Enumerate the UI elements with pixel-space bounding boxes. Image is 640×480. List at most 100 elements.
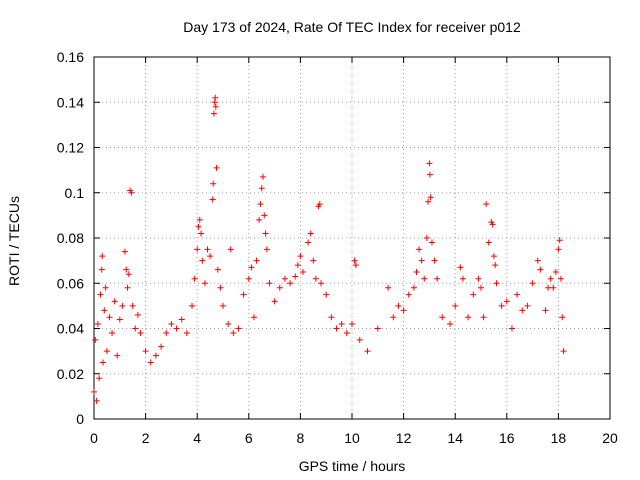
data-point [204, 246, 211, 253]
data-point [423, 235, 430, 241]
data-point [400, 307, 407, 314]
data-point [217, 284, 224, 291]
data-point [99, 253, 106, 260]
data-point [457, 264, 464, 271]
x-tick-label: 20 [602, 430, 618, 446]
data-point [128, 189, 135, 196]
data-point [253, 257, 260, 264]
data-point [266, 280, 273, 287]
x-tick-label: 12 [396, 430, 412, 446]
y-axis-label: ROTI / TECUs [6, 196, 22, 286]
data-point [103, 348, 110, 355]
data-point [560, 348, 567, 355]
data-point [114, 352, 121, 359]
data-point [258, 185, 265, 192]
data-point [434, 275, 441, 282]
y-tick-label: 0 [76, 411, 84, 427]
data-point [152, 352, 159, 359]
data-point [257, 201, 264, 208]
data-point [493, 280, 500, 287]
data-point [465, 314, 472, 321]
data-point [431, 257, 438, 264]
data-point [168, 320, 175, 327]
data-point [542, 307, 549, 314]
data-point [410, 284, 417, 291]
data-point [109, 330, 116, 337]
data-point [271, 298, 278, 305]
data-point [426, 171, 433, 178]
data-point [294, 262, 301, 269]
data-point [199, 257, 206, 264]
data-point [158, 343, 165, 350]
data-point [91, 388, 97, 395]
x-tick-label: 6 [245, 430, 253, 446]
data-point [225, 320, 232, 327]
data-points-layer [91, 94, 567, 404]
data-point [312, 275, 319, 282]
data-point [173, 325, 180, 332]
data-point [547, 275, 554, 282]
data-point [492, 262, 499, 269]
x-tick-label: 14 [447, 430, 463, 446]
data-point [227, 246, 234, 253]
data-point [125, 271, 132, 278]
data-point [297, 253, 304, 260]
data-point [503, 298, 510, 305]
data-point [235, 325, 242, 332]
data-point [395, 302, 402, 309]
data-point [418, 257, 425, 264]
data-point [524, 302, 531, 309]
data-point [318, 280, 325, 287]
plot-frame [93, 56, 611, 420]
data-point [475, 275, 482, 282]
data-point [178, 316, 185, 323]
data-point [416, 246, 423, 253]
data-point [94, 320, 101, 327]
data-point [338, 320, 345, 327]
data-point [470, 291, 477, 298]
data-point [519, 307, 526, 314]
data-point [134, 311, 141, 318]
data-point [212, 103, 219, 110]
data-point [137, 330, 144, 337]
data-point [556, 237, 563, 244]
data-point [194, 246, 201, 253]
data-point [121, 248, 128, 255]
data-point [349, 320, 355, 327]
data-point [250, 314, 257, 321]
data-point [92, 336, 99, 343]
data-point [343, 330, 350, 337]
data-point [328, 314, 335, 321]
data-point [111, 298, 118, 305]
data-point [220, 302, 226, 309]
data-point [439, 314, 446, 321]
data-point [552, 268, 559, 275]
data-point [210, 110, 217, 117]
data-point [214, 266, 221, 273]
data-point [96, 375, 103, 382]
data-point [147, 359, 154, 366]
data-point [213, 164, 220, 171]
data-point [480, 314, 487, 321]
y-tick-label: 0.04 [57, 321, 84, 337]
data-point [537, 266, 544, 273]
data-point [405, 291, 412, 298]
data-point [262, 230, 269, 237]
data-point [123, 266, 130, 273]
data-point [248, 264, 255, 271]
data-point [263, 246, 270, 253]
data-point [209, 196, 216, 203]
data-point [534, 257, 541, 264]
data-point [478, 284, 484, 291]
data-point [201, 280, 208, 287]
data-point [364, 348, 371, 355]
data-point [276, 284, 283, 291]
data-point [245, 275, 252, 282]
x-tick-label: 0 [90, 430, 98, 446]
data-point [189, 302, 196, 309]
x-tick-label: 4 [193, 430, 201, 446]
x-tick-label: 10 [344, 430, 360, 446]
data-point [307, 230, 314, 237]
x-tick-label: 16 [499, 430, 515, 446]
data-point [198, 230, 205, 237]
